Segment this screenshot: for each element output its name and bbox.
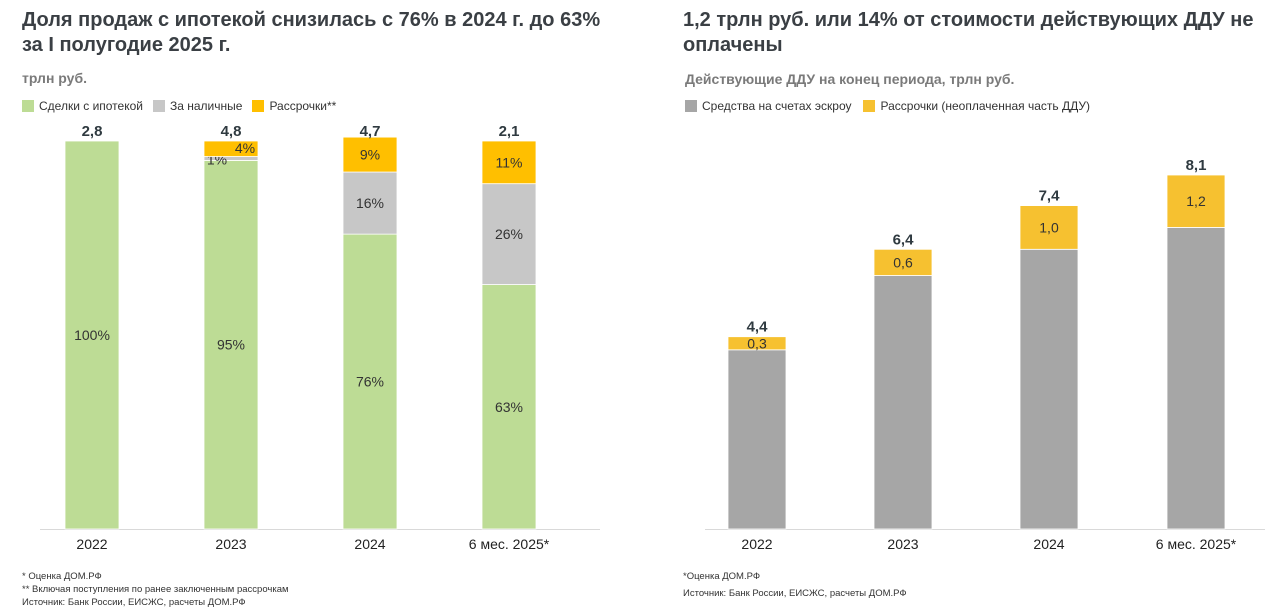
right-chart-title: 1,2 трлн руб. или 14% от стоимости дейст… <box>683 9 1254 56</box>
bar-installment-1 <box>203 140 259 157</box>
bar-unpaid-2 <box>1019 205 1079 250</box>
right-total-label-0: 4,4 <box>747 319 769 336</box>
right-footnote-1: *Оценка ДОМ.РФ <box>683 571 761 582</box>
bar-escrow-3 <box>1166 227 1226 530</box>
label-unpaid-0: 0,3 <box>747 335 767 351</box>
left-chart-unit: трлн руб. <box>22 70 87 86</box>
total-label-1: 4,8 <box>221 123 242 140</box>
bar-mortgage-2 <box>342 233 398 530</box>
right-footnotes: *Оценка ДОМ.РФ Источник: Банк России, ЕИ… <box>683 570 907 600</box>
legend-item-escrow: Средства на счетах эскроу <box>685 99 851 113</box>
legend-label-escrow: Средства на счетах эскроу <box>702 99 852 113</box>
left-legend: Сделки с ипотекой За наличные Рассрочки*… <box>22 99 336 113</box>
x-tick-2: 2024 <box>354 536 385 552</box>
label-cash-3: 26% <box>495 226 523 242</box>
label-mortgage-0: 100% <box>74 327 110 343</box>
legend-item-cash: За наличные <box>152 99 243 113</box>
right-legend: Средства на счетах эскроу Рассрочки (нео… <box>685 99 1090 113</box>
right-chart-subtitle: Действующие ДДУ на конец периода, трлн р… <box>685 71 1015 87</box>
legend-label-mortgage: Сделки с ипотекой <box>39 99 143 113</box>
right-chart-panel: 1,2 трлн руб. или 14% от стоимости дейст… <box>665 0 1280 612</box>
label-installment-1: 4% <box>235 140 255 156</box>
x-tick-3: 6 мес. 2025* <box>469 536 550 552</box>
left-footnotes: * Оценка ДОМ.РФ ** Включая поступления п… <box>22 570 289 609</box>
x-tick-1: 2023 <box>215 536 246 552</box>
total-label-3: 2,1 <box>499 123 520 140</box>
legend-label-cash: За наличные <box>169 99 243 113</box>
right-x-tick-3: 6 мес. 2025* <box>1156 536 1237 552</box>
legend-swatch-installment <box>252 100 265 112</box>
right-total-label-2: 7,4 <box>1039 188 1061 205</box>
left-chart-panel: Доля продаж с ипотекой снизилась с 76% в… <box>22 9 601 609</box>
label-cash-2: 16% <box>356 195 384 211</box>
bar-escrow-1 <box>873 275 933 530</box>
label-unpaid-3: 1,2 <box>1186 193 1206 209</box>
right-footnote-source: Источник: Банк России, ЕИСЖС, расчеты ДО… <box>683 588 907 599</box>
bar-escrow-0 <box>727 349 787 530</box>
bar-cash-3 <box>481 183 537 285</box>
label-unpaid-1: 0,6 <box>893 254 913 270</box>
label-installment-3: 11% <box>496 154 523 170</box>
legend-swatch-unpaid <box>863 100 876 112</box>
left-bar-chart: 100%2,8202295%1%4%4,8202376%16%9%4,72024… <box>40 123 600 552</box>
bar-mortgage-3 <box>481 284 537 530</box>
right-x-tick-2: 2024 <box>1033 536 1064 552</box>
left-chart-title: Доля продаж с ипотекой снизилась с 76% в… <box>22 9 601 56</box>
bar-mortgage-0 <box>64 140 120 530</box>
bar-installment-3 <box>481 140 537 185</box>
right-x-tick-0: 2022 <box>741 536 772 552</box>
right-total-label-1: 6,4 <box>893 231 915 248</box>
bar-cash-2 <box>342 171 398 235</box>
bar-unpaid-3 <box>1166 174 1226 228</box>
legend-swatch-escrow <box>685 100 697 112</box>
left-footnote-2: ** Включая поступления по ранее заключен… <box>22 584 289 595</box>
legend-swatch-mortgage <box>22 100 34 112</box>
right-x-tick-1: 2023 <box>887 536 918 552</box>
legend-item-unpaid: Рассрочки (неоплаченная часть ДДУ) <box>863 99 1090 113</box>
right-bar-chart: 0,34,4 2022 0,6 6,4 2023 1,0 7,4 2024 1,2 8,1 6 ме… <box>705 157 1265 552</box>
label-mortgage-1: 95% <box>217 337 245 353</box>
legend-swatch-cash <box>152 100 165 112</box>
label-installment-2: 9% <box>360 147 380 163</box>
bar-escrow-2 <box>1019 248 1079 530</box>
label-mortgage-3: 63% <box>495 399 523 415</box>
label-unpaid-2: 1,0 <box>1039 219 1059 235</box>
right-total-label-3: 8,1 <box>1186 157 1207 174</box>
left-footnote-source: Источник: Банк России, ЕИСЖС, расчеты ДО… <box>22 597 246 608</box>
legend-label-unpaid: Рассрочки (неоплаченная часть ДДУ) <box>880 99 1090 113</box>
bar-installment-2 <box>342 136 398 173</box>
x-tick-0: 2022 <box>76 536 107 552</box>
total-label-2: 4,7 <box>360 123 381 140</box>
legend-item-mortgage: Сделки с ипотекой <box>22 99 143 113</box>
legend-label-installment: Рассрочки** <box>269 99 337 113</box>
bar-mortgage-1 <box>203 159 259 530</box>
total-label-0: 2,8 <box>82 123 103 140</box>
left-footnote-1: * Оценка ДОМ.РФ <box>22 571 102 582</box>
label-mortgage-2: 76% <box>356 374 384 390</box>
legend-item-installment: Рассрочки** <box>252 99 336 113</box>
bar-unpaid-0 <box>727 336 787 351</box>
bar-unpaid-1 <box>873 248 933 276</box>
